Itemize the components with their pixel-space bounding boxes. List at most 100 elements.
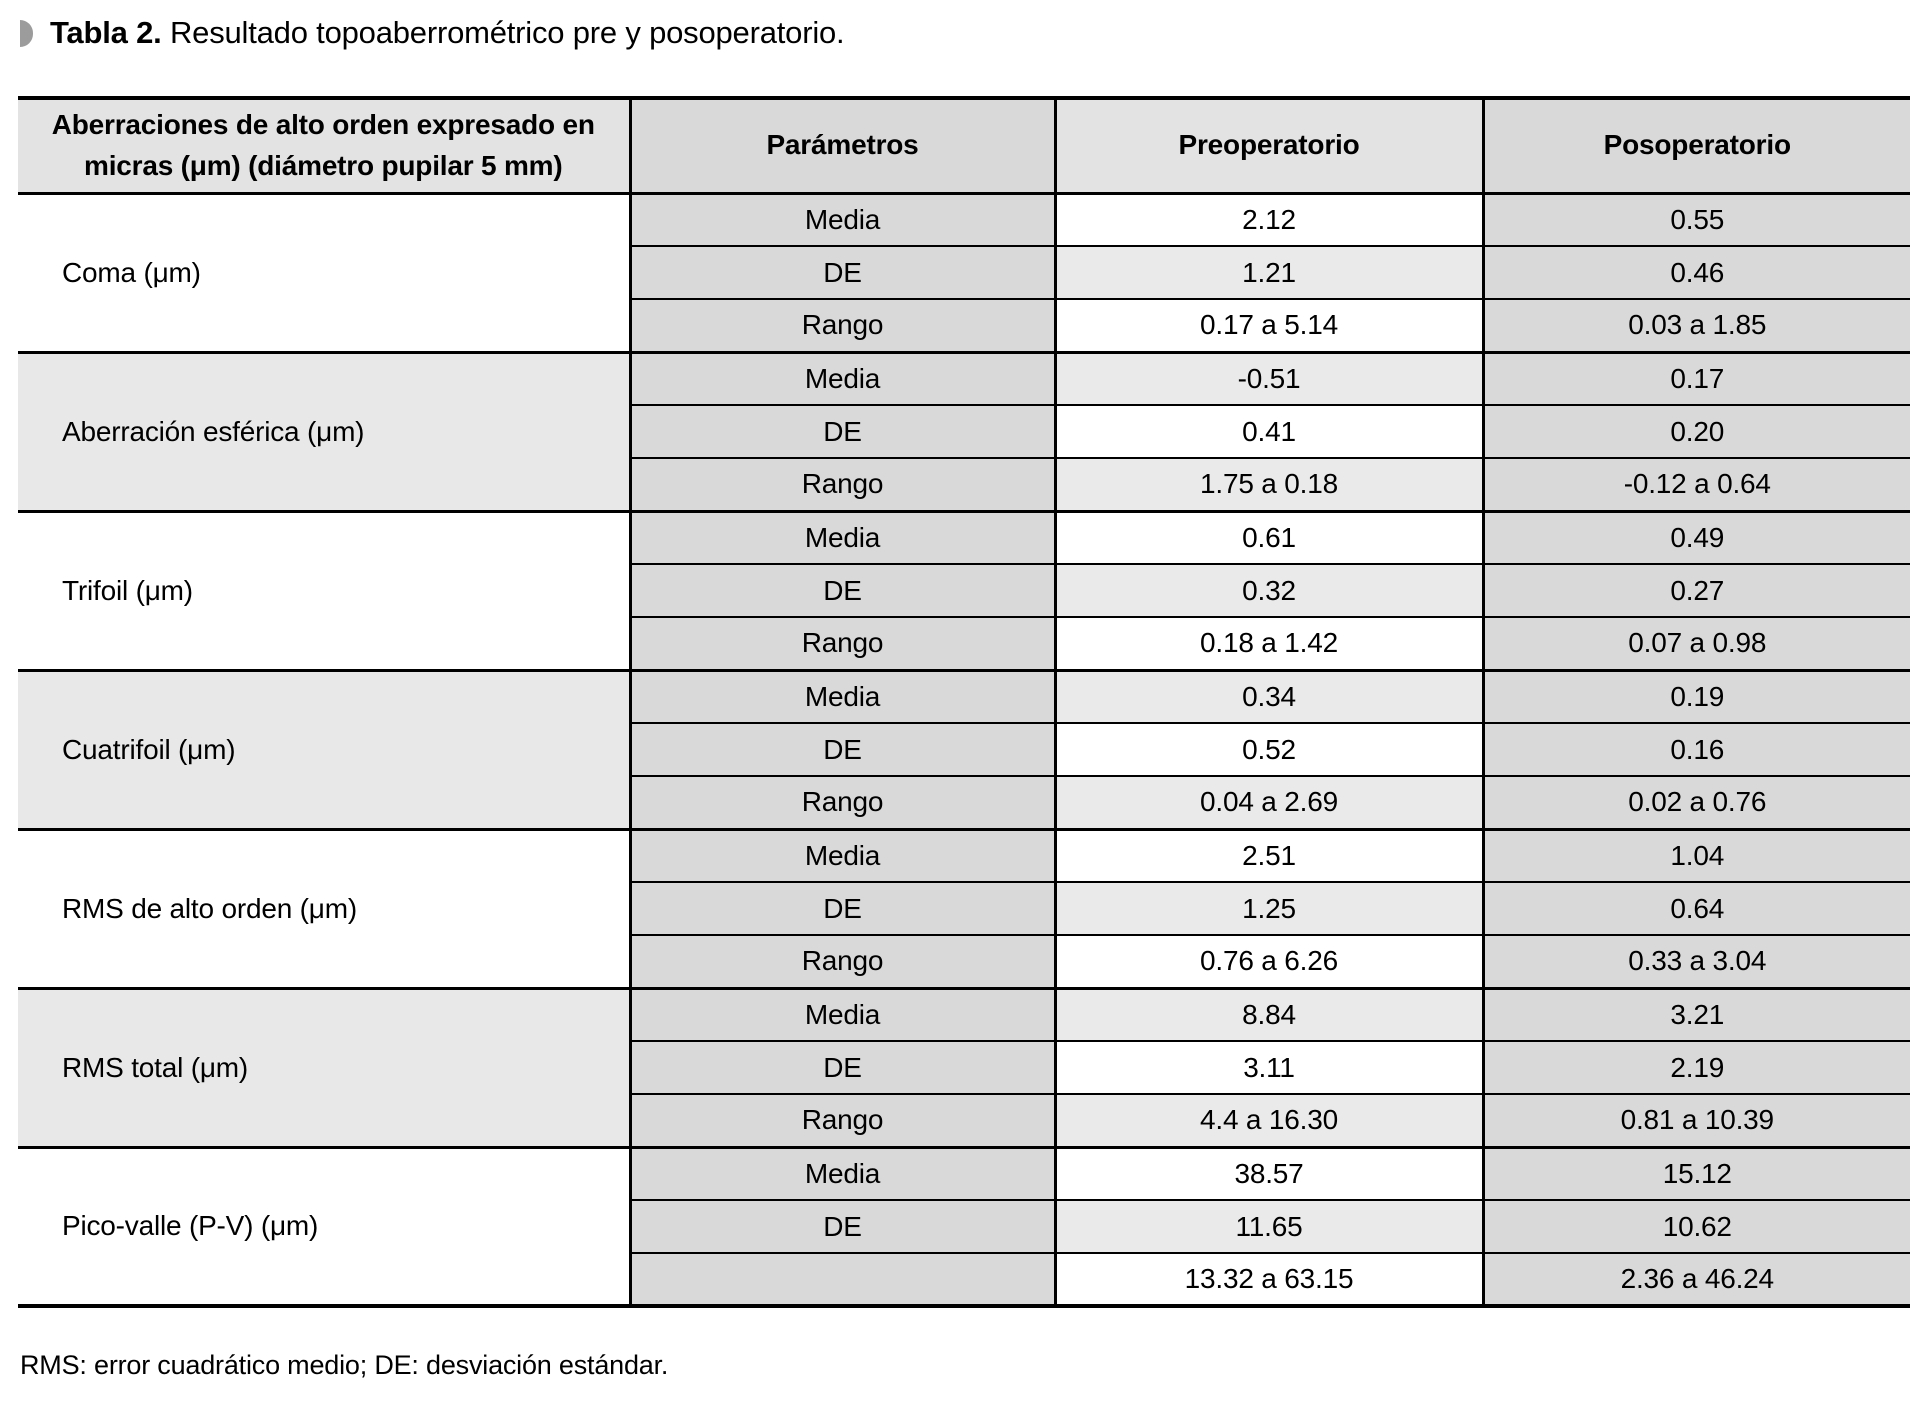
table-row: RMS total (μm) Media 8.84 3.21 <box>18 988 1910 1149</box>
param-cell: Rango <box>628 935 1055 990</box>
param-cell: Media <box>628 829 1055 883</box>
param-cell: DE <box>628 1041 1055 1095</box>
pos-cell: 2.36 a 46.24 <box>1481 1253 1910 1308</box>
table-caption: Tabla 2. Resultado topoaberrométrico pre… <box>0 0 1925 51</box>
pos-cell: 0.19 <box>1481 670 1910 724</box>
param-cell: Rango <box>628 299 1055 354</box>
pos-cell: 0.64 <box>1481 882 1910 936</box>
pos-cell: 0.20 <box>1481 405 1910 459</box>
category-cell: RMS total (μm) <box>18 988 630 1149</box>
param-cell: Rango <box>628 776 1055 831</box>
pre-cell: 0.18 a 1.42 <box>1053 617 1483 672</box>
pos-cell: 0.07 a 0.98 <box>1481 617 1910 672</box>
pre-cell: 0.32 <box>1053 564 1483 618</box>
table-row: Pico-valle (P-V) (μm) Media 38.57 15.12 <box>18 1147 1910 1308</box>
pos-cell: -0.12 a 0.64 <box>1481 458 1910 513</box>
param-cell: DE <box>628 405 1055 459</box>
pos-cell: 1.04 <box>1481 829 1910 883</box>
param-cell: Media <box>628 511 1055 565</box>
pre-cell: 0.34 <box>1053 670 1483 724</box>
table-row: Coma (μm) Media 2.12 0.55 <box>18 193 1910 354</box>
pos-cell: 0.03 a 1.85 <box>1481 299 1910 354</box>
table-footnote: RMS: error cuadrático medio; DE: desviac… <box>20 1350 669 1380</box>
pos-cell: 2.19 <box>1481 1041 1910 1095</box>
pre-cell: 1.21 <box>1053 246 1483 300</box>
table-row: Cuatrifoil (μm) Media 0.34 0.19 <box>18 670 1910 831</box>
table-row: DE 0.41 0.20 <box>18 405 1910 459</box>
table-row: Rango 0.04 a 2.69 0.02 a 0.76 <box>18 776 1910 831</box>
param-cell: Media <box>628 988 1055 1042</box>
param-cell: Rango <box>628 458 1055 513</box>
caption-description: Resultado topoaberrométrico pre y posope… <box>161 15 845 50</box>
table-row: DE 1.21 0.46 <box>18 246 1910 300</box>
pre-cell: 0.61 <box>1053 511 1483 565</box>
header-posoperatorio: Posoperatorio <box>1481 98 1910 195</box>
pre-cell: 2.12 <box>1053 193 1483 247</box>
category-cell: Trifoil (μm) <box>18 511 630 672</box>
pre-cell: 0.41 <box>1053 405 1483 459</box>
table-row: DE 3.11 2.19 <box>18 1041 1910 1095</box>
pos-cell: 0.17 <box>1481 352 1910 406</box>
pos-cell: 0.02 a 0.76 <box>1481 776 1910 831</box>
pre-cell: 13.32 a 63.15 <box>1053 1253 1483 1308</box>
pos-cell: 3.21 <box>1481 988 1910 1042</box>
param-cell <box>628 1253 1055 1308</box>
aberrations-table: Aberraciones de alto orden expresado en … <box>18 96 1910 1308</box>
table-row: DE 11.65 10.62 <box>18 1200 1910 1254</box>
pre-cell: 4.4 a 16.30 <box>1053 1094 1483 1149</box>
table-row: Rango 0.18 a 1.42 0.07 a 0.98 <box>18 617 1910 672</box>
category-cell: Cuatrifoil (μm) <box>18 670 630 831</box>
category-cell: Pico-valle (P-V) (μm) <box>18 1147 630 1308</box>
pos-cell: 0.33 a 3.04 <box>1481 935 1910 990</box>
pre-cell: 2.51 <box>1053 829 1483 883</box>
param-cell: Media <box>628 193 1055 247</box>
table-row: DE 0.52 0.16 <box>18 723 1910 777</box>
pos-cell: 0.55 <box>1481 193 1910 247</box>
category-cell: Coma (μm) <box>18 193 630 354</box>
pos-cell: 15.12 <box>1481 1147 1910 1201</box>
category-cell: Aberración esférica (μm) <box>18 352 630 513</box>
pos-cell: 0.16 <box>1481 723 1910 777</box>
param-cell: Rango <box>628 617 1055 672</box>
param-cell: DE <box>628 1200 1055 1254</box>
table-row: Trifoil (μm) Media 0.61 0.49 <box>18 511 1910 672</box>
table-row: 13.32 a 63.15 2.36 a 46.24 <box>18 1253 1910 1308</box>
pre-cell: 11.65 <box>1053 1200 1483 1254</box>
pos-cell: 0.49 <box>1481 511 1910 565</box>
pos-cell: 0.27 <box>1481 564 1910 618</box>
param-cell: DE <box>628 564 1055 618</box>
pre-cell: 0.76 a 6.26 <box>1053 935 1483 990</box>
pre-cell: 0.17 a 5.14 <box>1053 299 1483 354</box>
pre-cell: 1.25 <box>1053 882 1483 936</box>
param-cell: Media <box>628 1147 1055 1201</box>
category-cell: RMS de alto orden (μm) <box>18 829 630 990</box>
table-row: DE 1.25 0.64 <box>18 882 1910 936</box>
header-parametros: Parámetros <box>628 98 1055 195</box>
pre-cell: 1.75 a 0.18 <box>1053 458 1483 513</box>
param-cell: DE <box>628 723 1055 777</box>
param-cell: Media <box>628 352 1055 406</box>
header-row: Aberraciones de alto orden expresado en … <box>18 98 1910 195</box>
param-cell: Rango <box>628 1094 1055 1149</box>
caption-text: Tabla 2. Resultado topoaberrométrico pre… <box>50 15 845 51</box>
pos-cell: 0.46 <box>1481 246 1910 300</box>
caption-marker-icon <box>20 19 33 47</box>
table-row: Rango 4.4 a 16.30 0.81 a 10.39 <box>18 1094 1910 1149</box>
pos-cell: 10.62 <box>1481 1200 1910 1254</box>
param-cell: DE <box>628 246 1055 300</box>
pre-cell: 38.57 <box>1053 1147 1483 1201</box>
pos-cell: 0.81 a 10.39 <box>1481 1094 1910 1149</box>
pre-cell: 0.04 a 2.69 <box>1053 776 1483 831</box>
table-row: Rango 0.76 a 6.26 0.33 a 3.04 <box>18 935 1910 990</box>
pre-cell: 0.52 <box>1053 723 1483 777</box>
table-row: DE 0.32 0.27 <box>18 564 1910 618</box>
table-row: Aberración esférica (μm) Media -0.51 0.1… <box>18 352 1910 513</box>
table-row: Rango 1.75 a 0.18 -0.12 a 0.64 <box>18 458 1910 513</box>
pre-cell: 8.84 <box>1053 988 1483 1042</box>
table-row: RMS de alto orden (μm) Media 2.51 1.04 <box>18 829 1910 990</box>
caption-label: Tabla 2. <box>50 15 162 50</box>
pre-cell: 3.11 <box>1053 1041 1483 1095</box>
param-cell: Media <box>628 670 1055 724</box>
header-aberraciones: Aberraciones de alto orden expresado en … <box>18 98 630 195</box>
